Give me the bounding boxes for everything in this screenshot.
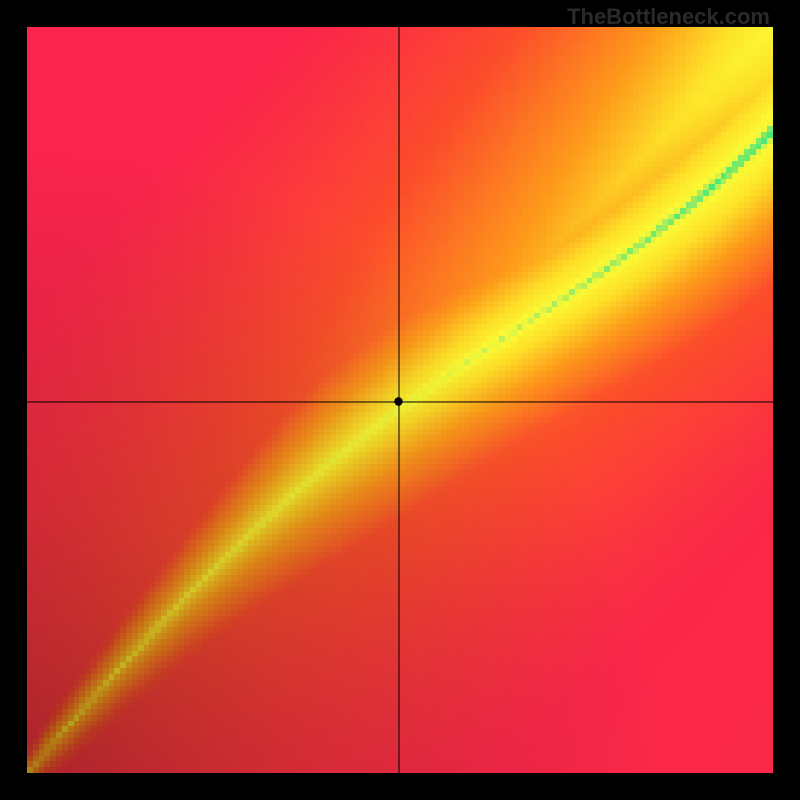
heatmap-plot [27,27,773,773]
chart-frame: TheBottleneck.com [0,0,800,800]
heatmap-canvas [27,27,773,773]
watermark-text: TheBottleneck.com [567,4,770,30]
